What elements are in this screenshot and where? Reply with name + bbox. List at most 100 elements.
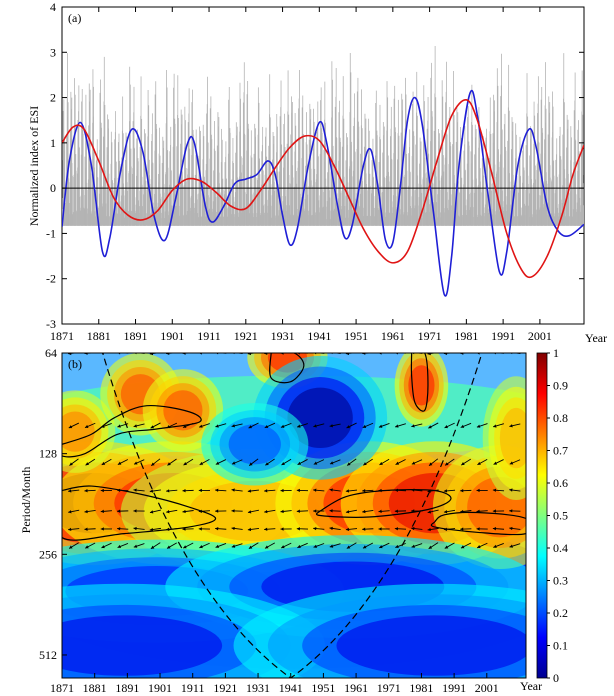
x-tick-label: 2001: [475, 681, 499, 695]
phase-arrow-head: [117, 424, 121, 428]
x-tick-label: 1931: [271, 329, 295, 343]
phase-arrow-head: [199, 545, 203, 549]
phase-arrow-head: [264, 424, 269, 429]
colorbar-tick-label: 1: [553, 346, 559, 360]
phase-arrow-head: [445, 462, 449, 466]
panel-a-axes: 1871 1881 1891 1901 1911 1921 1931 1941 1951 1961…: [46, 0, 584, 343]
phase-arrow-head: [296, 488, 300, 493]
phase-arrow-head: [394, 488, 398, 492]
phase-arrow-head: [68, 489, 72, 493]
phase-arrow-head: [151, 462, 155, 466]
significance-contour: [62, 404, 202, 458]
phase-arrow-head: [379, 545, 383, 549]
phase-arrow-head: [296, 527, 300, 531]
phase-arrow-head: [231, 424, 236, 428]
wavelet-heatmap: [62, 353, 526, 678]
phase-arrow-head: [362, 424, 367, 428]
phase-arrow-head: [199, 461, 204, 465]
phase-arrow-head: [476, 424, 481, 428]
phase-arrow-head: [149, 353, 154, 356]
x-tick-label: 1971: [418, 329, 442, 343]
phase-arrow-head: [133, 509, 137, 513]
phase-arrow-head: [84, 527, 88, 531]
phase-arrow-head: [427, 527, 431, 532]
phase-arrow-head: [68, 425, 73, 429]
phase-arrow-head: [248, 545, 253, 549]
x-tick-label: 1901: [148, 681, 172, 695]
phase-arrow-head: [166, 353, 170, 356]
phase-arrow-head: [492, 488, 497, 492]
x-tick-label: 1961: [344, 681, 368, 695]
phase-arrow-head: [264, 527, 268, 531]
phase-arrow-head: [477, 461, 481, 465]
phase-arrow-head: [395, 544, 399, 548]
phase-arrow-head: [313, 526, 317, 531]
phase-arrow-head: [198, 509, 202, 513]
colorbar-tick-label: 0.3: [553, 574, 568, 588]
phase-arrow-head: [167, 545, 171, 549]
phase-arrow-head: [428, 462, 433, 466]
panel-a-xunit: Year: [585, 331, 607, 345]
phase-arrow-head: [101, 424, 105, 428]
phase-arrow-head: [100, 509, 104, 514]
power-blob: [336, 615, 526, 676]
phase-arrow-head: [509, 488, 513, 492]
x-tick-label: 1991: [442, 681, 466, 695]
phase-arrow-head: [346, 425, 351, 429]
phase-arrow-head: [492, 527, 497, 531]
phase-arrow-head: [182, 509, 186, 514]
phase-arrow-head: [460, 488, 464, 493]
x-tick-label: 1881: [87, 329, 111, 343]
phase-arrow-head: [166, 527, 170, 531]
phase-arrow-head: [493, 461, 498, 465]
x-tick-label: 1891: [115, 681, 139, 695]
x-tick-label: 2001: [528, 329, 552, 343]
x-tick-label: 1961: [381, 329, 405, 343]
phase-arrow-head: [247, 510, 252, 514]
phase-arrow-head: [248, 425, 253, 429]
phase-arrow-head: [101, 545, 105, 549]
phase-arrow-head: [281, 545, 285, 549]
colorbar-tick-label: 0.8: [553, 411, 568, 425]
phase-arrow-head: [362, 509, 366, 514]
phase-arrow-head: [378, 509, 382, 514]
panel-b-label: (b): [68, 357, 82, 371]
phase-arrow-head: [182, 488, 186, 493]
x-tick-label: 1971: [377, 681, 401, 695]
phase-arrow-head: [133, 526, 137, 531]
significance-contour: [269, 353, 305, 384]
phase-arrow-head: [280, 424, 285, 428]
y-tick-label: 0: [50, 181, 56, 195]
phase-arrow-head: [265, 462, 269, 466]
phase-arrow-head: [117, 527, 121, 531]
phase-arrow-head: [443, 353, 448, 356]
phase-arrow-head: [133, 544, 138, 548]
phase-arrow-head: [183, 545, 187, 549]
colorbar-tick-label: 0.1: [553, 639, 568, 653]
phase-arrow-head: [492, 509, 496, 513]
phase-arrow-head: [395, 461, 400, 465]
phase-arrow-head: [296, 509, 300, 513]
y-tick-label: 4: [50, 0, 56, 14]
phase-arrow-head: [362, 545, 367, 549]
phase-arrow-head: [182, 527, 186, 531]
phase-arrow-head: [247, 489, 252, 493]
significance-contour: [315, 489, 452, 518]
y-tick-label: 128: [39, 447, 57, 461]
phase-arrow-head: [85, 545, 89, 549]
phase-arrow-head: [378, 488, 382, 493]
phase-arrow-head: [134, 461, 138, 465]
phase-arrow-head: [182, 424, 187, 428]
y-tick-label: 512: [39, 648, 57, 662]
phase-arrow-head: [264, 509, 268, 514]
phase-arrow-head: [85, 462, 90, 466]
phase-arrow-head: [329, 424, 333, 428]
x-tick-label: 1911: [197, 329, 221, 343]
x-tick-label: 1941: [307, 329, 331, 343]
significance-contour: [62, 485, 217, 541]
phase-arrow-head: [411, 544, 416, 548]
significance-contour: [410, 353, 429, 412]
phase-arrow-head: [199, 424, 203, 428]
phase-arrow-head: [117, 544, 122, 548]
phase-arrow-head: [280, 509, 284, 514]
